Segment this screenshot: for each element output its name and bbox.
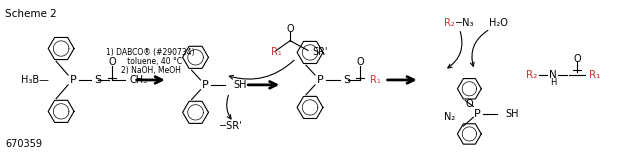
Text: −SR': −SR'	[219, 121, 242, 131]
Text: SH: SH	[234, 80, 247, 90]
Text: P: P	[70, 75, 76, 85]
Text: Scheme 2: Scheme 2	[5, 9, 57, 19]
Text: R₂: R₂	[526, 70, 537, 80]
Text: R₁: R₁	[370, 75, 381, 85]
Text: H: H	[550, 78, 556, 87]
Text: H₂O: H₂O	[489, 18, 508, 28]
Text: H₃B—: H₃B—	[21, 75, 49, 85]
Text: 1) DABCO® (#290734): 1) DABCO® (#290734)	[106, 48, 195, 57]
Text: SH: SH	[505, 109, 518, 119]
Text: 670359: 670359	[5, 139, 42, 149]
Text: −N₃: −N₃	[456, 18, 475, 28]
Text: S: S	[343, 75, 350, 85]
Text: O: O	[573, 54, 580, 64]
Text: O: O	[286, 24, 294, 34]
Text: P: P	[202, 80, 209, 90]
Text: O: O	[466, 99, 474, 109]
Text: O: O	[108, 57, 116, 67]
Text: N: N	[549, 70, 557, 80]
Text: P: P	[317, 75, 323, 85]
Text: R₁: R₁	[271, 47, 282, 57]
Text: CH₃: CH₃	[130, 75, 148, 85]
Text: R₁: R₁	[589, 70, 600, 80]
Text: O: O	[356, 57, 364, 67]
Text: S: S	[94, 75, 101, 85]
Text: 2) NaOH, MeOH: 2) NaOH, MeOH	[121, 66, 180, 75]
Text: toluene, 40 °C: toluene, 40 °C	[120, 57, 182, 66]
Text: SR': SR'	[312, 47, 328, 57]
Text: P: P	[474, 109, 481, 119]
Text: N₂: N₂	[444, 112, 455, 122]
Text: R₂: R₂	[444, 18, 454, 28]
